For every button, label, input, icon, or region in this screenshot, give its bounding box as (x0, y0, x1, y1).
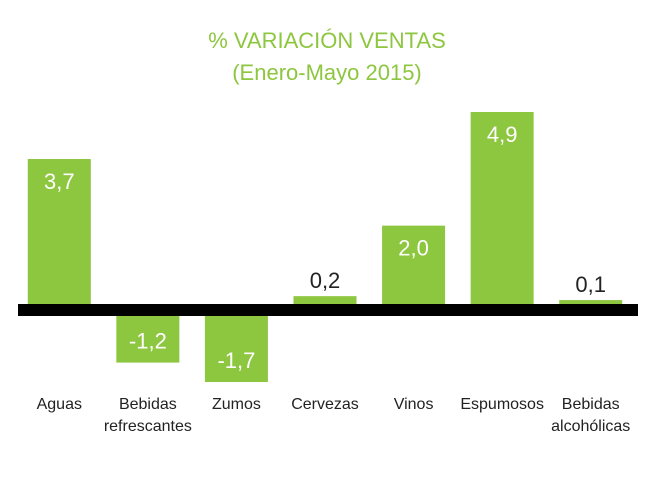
category-label-2: Zumos (212, 396, 261, 413)
data-label-2: -1,7 (217, 348, 255, 373)
bar-6 (559, 300, 623, 304)
chart-title: % VARIACIÓN VENTAS (208, 28, 446, 53)
data-label-3: 0,2 (310, 268, 341, 293)
category-label-4: Vinos (394, 396, 434, 413)
chart-subtitle: (Enero-Mayo 2015) (232, 60, 422, 85)
bar-0 (27, 159, 91, 304)
category-label-3: Cervezas (291, 396, 359, 413)
category-label-1: Bebidas refrescantes (104, 396, 192, 435)
data-label-1: -1,2 (129, 329, 167, 354)
data-label-6: 0,1 (575, 272, 606, 297)
data-label-5: 4,9 (487, 122, 518, 147)
bar-2 (204, 316, 268, 382)
bar-1 (116, 316, 180, 363)
data-label-4: 2,0 (398, 236, 429, 261)
bar-4 (382, 225, 446, 304)
zero-axis-line (18, 304, 638, 316)
bar-5 (470, 112, 534, 304)
category-label-0: Aguas (37, 396, 82, 413)
category-label-5: Espumosos (460, 396, 544, 413)
data-label-0: 3,7 (44, 169, 75, 194)
bar-3 (293, 296, 357, 304)
category-label-6: Bebidas alcohólicas (551, 396, 630, 435)
